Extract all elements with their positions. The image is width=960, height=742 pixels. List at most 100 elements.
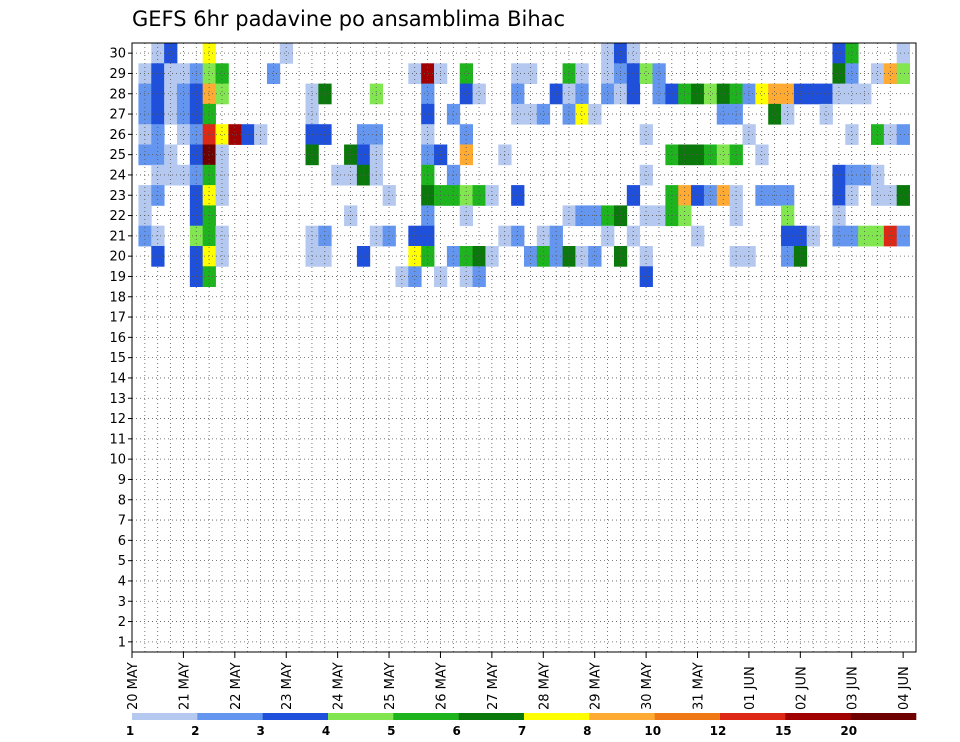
heatmap-cell — [845, 124, 859, 145]
y-tick-label: 29 — [109, 67, 126, 82]
colorbar-swatch — [458, 713, 525, 720]
heatmap-cell — [652, 83, 666, 105]
heatmap-cell — [228, 124, 242, 145]
heatmap-cell — [639, 63, 653, 84]
heatmap-cell — [459, 83, 473, 105]
plot-frame — [131, 42, 917, 653]
heatmap-cell — [832, 43, 846, 64]
heatmap-cell — [356, 124, 371, 145]
heatmap-cell — [781, 83, 795, 105]
y-tick-label: 13 — [109, 392, 126, 407]
heatmap-cell — [832, 225, 846, 247]
y-tick-label: 2 — [118, 615, 126, 630]
x-tick-label: 26 MAY — [435, 662, 450, 710]
heatmap-cell — [151, 83, 165, 105]
heatmap-cell — [138, 124, 152, 145]
y-tick-label: 21 — [109, 229, 126, 244]
heatmap-cell — [871, 225, 885, 247]
y-tick-label: 11 — [109, 432, 126, 447]
colorbar-swatch — [785, 713, 851, 720]
colorbar-label: 8 — [583, 724, 591, 738]
heatmap-cell — [459, 246, 473, 267]
colorbar-swatch — [132, 713, 198, 720]
heatmap-cell — [832, 63, 846, 84]
heatmap-cell — [511, 103, 525, 125]
colorbar-swatch — [328, 713, 394, 720]
heatmap-cell — [202, 43, 216, 64]
colorbar-label: 3 — [257, 724, 265, 738]
heatmap-cell — [472, 83, 486, 105]
heatmap-cell — [896, 43, 910, 64]
heatmap-cell — [446, 246, 461, 267]
heatmap-cell — [511, 83, 525, 105]
colorbar-label: 5 — [387, 724, 395, 738]
heatmap-cell — [691, 83, 705, 105]
heatmap-cell — [781, 103, 795, 125]
y-tick-label: 28 — [109, 87, 126, 102]
heatmap-cell — [138, 225, 152, 247]
heatmap-cell — [601, 63, 615, 84]
heatmap-cell — [832, 83, 846, 105]
heatmap-cell — [421, 225, 435, 247]
heatmap-cell — [421, 124, 435, 145]
heatmap-cell — [524, 63, 538, 84]
heatmap-cell — [819, 103, 833, 125]
colorbar-label: 12 — [710, 724, 727, 738]
heatmap-cell — [151, 225, 165, 247]
heatmap-cell — [459, 63, 473, 84]
heatmap-cell — [639, 246, 653, 267]
x-tick-label: 23 MAY — [280, 662, 295, 710]
heatmap-cell — [896, 124, 910, 145]
heatmap-cell — [176, 83, 191, 105]
heatmap-cell — [279, 43, 294, 64]
heatmap-cell — [716, 103, 731, 125]
heatmap-cell — [691, 225, 705, 247]
heatmap-cell — [626, 225, 641, 247]
colorbar-label: 10 — [644, 724, 661, 738]
x-axis: 20 MAY 21 MAY 22 MAY 23 MAY 24 MAY 25 MAY 26 M… — [126, 652, 912, 710]
heatmap-cell — [626, 63, 641, 84]
heatmap-cell — [883, 124, 898, 145]
heatmap-cell — [845, 225, 859, 247]
heatmap-cell — [215, 144, 229, 166]
y-tick-label: 8 — [118, 493, 126, 508]
heatmap-cell — [562, 83, 576, 105]
heatmap-cell — [215, 246, 229, 267]
x-tick-label: 22 MAY — [229, 662, 244, 710]
grid-lines — [132, 43, 916, 652]
heatmap-cell — [626, 83, 641, 105]
heatmap-cell — [138, 63, 152, 84]
heatmap-cell — [652, 63, 666, 84]
heatmap-cell — [459, 144, 473, 166]
heatmap-cell — [202, 83, 216, 105]
heatmap-cell — [703, 144, 718, 166]
heatmap-cell — [871, 124, 885, 145]
y-tick-label: 4 — [118, 574, 126, 589]
y-tick-label: 27 — [109, 108, 126, 123]
heatmap-cell — [755, 144, 769, 166]
y-tick-label: 5 — [118, 554, 126, 569]
heatmap-cell — [408, 246, 422, 267]
heatmap-cell — [601, 83, 615, 105]
heatmap-cell — [588, 103, 602, 125]
heatmap-cell — [202, 63, 216, 84]
heatmap-cell — [215, 83, 229, 105]
heatmap-cell — [215, 63, 229, 84]
heatmap-cell — [421, 83, 435, 105]
heatmap-cell — [395, 266, 409, 287]
heatmap-cell — [588, 246, 602, 267]
colorbar-label: 2 — [191, 724, 199, 738]
colorbar-label: 4 — [322, 724, 330, 738]
y-axis: 1234567891011121314151617181920212223242… — [109, 47, 132, 650]
colorbar-label: 20 — [840, 724, 857, 738]
y-tick-label: 18 — [109, 290, 126, 305]
y-tick-label: 6 — [118, 534, 126, 549]
colorbar-label: 1 — [126, 724, 134, 738]
y-tick-label: 9 — [118, 473, 126, 488]
heatmap-cell — [883, 63, 898, 84]
y-tick-label: 26 — [109, 128, 126, 143]
colorbar-swatch — [654, 713, 721, 720]
heatmap-cell — [151, 43, 165, 64]
y-tick-label: 17 — [109, 311, 126, 326]
